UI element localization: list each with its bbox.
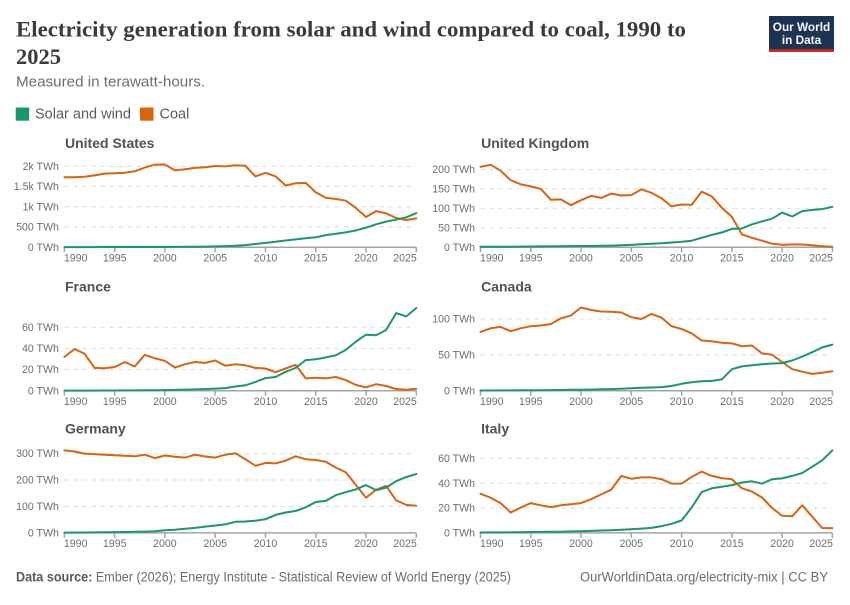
svg-text:150 TWh: 150 TWh [432,184,475,196]
svg-text:1995: 1995 [103,396,127,408]
svg-text:Coal: Coal [160,107,190,123]
svg-text:1995: 1995 [103,253,127,265]
svg-text:2000: 2000 [153,253,177,265]
svg-text:50 TWh: 50 TWh [438,222,475,234]
svg-text:2025: 2025 [809,538,833,550]
svg-text:0 TWh: 0 TWh [28,528,59,540]
svg-text:2005: 2005 [203,538,227,550]
svg-text:2010: 2010 [254,253,278,265]
svg-text:2010: 2010 [254,396,278,408]
svg-text:2020: 2020 [354,538,378,550]
svg-text:2025: 2025 [393,538,417,550]
svg-text:OurWorldinData.org/electricity: OurWorldinData.org/electricity-mix | CC … [580,570,828,585]
svg-text:40 TWh: 40 TWh [438,478,475,490]
svg-text:1995: 1995 [519,253,543,265]
svg-text:2025: 2025 [393,396,417,408]
svg-text:Italy: Italy [481,421,509,437]
svg-text:0 TWh: 0 TWh [444,528,475,540]
svg-text:2000: 2000 [569,396,593,408]
svg-text:2015: 2015 [720,538,744,550]
svg-text:2000: 2000 [569,253,593,265]
svg-text:1990: 1990 [64,253,88,265]
svg-text:2000: 2000 [569,538,593,550]
svg-text:2005: 2005 [620,396,644,408]
svg-text:2025: 2025 [393,253,417,265]
svg-text:0 TWh: 0 TWh [28,385,59,397]
svg-text:2015: 2015 [304,538,328,550]
svg-text:200 TWh: 200 TWh [432,164,475,176]
svg-text:2k TWh: 2k TWh [23,161,59,173]
svg-text:2010: 2010 [670,253,694,265]
svg-text:2015: 2015 [304,253,328,265]
svg-text:2020: 2020 [354,396,378,408]
svg-text:100 TWh: 100 TWh [432,314,475,326]
svg-text:in Data: in Data [782,33,822,47]
svg-text:2000: 2000 [153,538,177,550]
svg-text:2010: 2010 [254,538,278,550]
svg-text:2010: 2010 [670,396,694,408]
svg-text:Solar and wind: Solar and wind [35,107,131,123]
svg-text:40 TWh: 40 TWh [22,343,59,355]
svg-text:2020: 2020 [354,253,378,265]
svg-text:2020: 2020 [770,253,794,265]
svg-text:100 TWh: 100 TWh [432,203,475,215]
svg-text:1995: 1995 [519,396,543,408]
svg-text:0 TWh: 0 TWh [444,385,475,397]
svg-text:France: France [65,278,111,294]
svg-text:2005: 2005 [203,396,227,408]
svg-text:2015: 2015 [304,396,328,408]
svg-text:0 TWh: 0 TWh [28,242,59,254]
svg-text:1k TWh: 1k TWh [23,201,59,213]
svg-text:1990: 1990 [64,396,88,408]
svg-text:2000: 2000 [153,396,177,408]
svg-text:2015: 2015 [720,396,744,408]
svg-text:1990: 1990 [64,538,88,550]
svg-text:2005: 2005 [620,538,644,550]
svg-text:100 TWh: 100 TWh [16,501,59,513]
svg-text:1.5k TWh: 1.5k TWh [14,181,59,193]
svg-text:Data source: Ember (2026); Ene: Data source: Ember (2026); Energy Instit… [16,570,511,585]
svg-text:2005: 2005 [620,253,644,265]
svg-text:2020: 2020 [770,538,794,550]
svg-text:Our World: Our World [773,20,830,34]
svg-text:2010: 2010 [670,538,694,550]
svg-text:2005: 2005 [203,253,227,265]
svg-text:2020: 2020 [770,396,794,408]
svg-text:2015: 2015 [720,253,744,265]
svg-text:2025: 2025 [809,253,833,265]
svg-text:1990: 1990 [480,538,504,550]
svg-text:1995: 1995 [519,538,543,550]
svg-text:300 TWh: 300 TWh [16,448,59,460]
svg-text:Canada: Canada [481,278,532,294]
svg-text:0 TWh: 0 TWh [444,242,475,254]
svg-text:United States: United States [65,135,155,151]
svg-text:1990: 1990 [480,253,504,265]
svg-text:Germany: Germany [65,421,126,437]
svg-text:50 TWh: 50 TWh [438,349,475,361]
svg-text:United Kingdom: United Kingdom [481,135,589,151]
svg-text:20 TWh: 20 TWh [438,503,475,515]
svg-text:60 TWh: 60 TWh [438,453,475,465]
svg-text:20 TWh: 20 TWh [22,364,59,376]
svg-text:2025: 2025 [16,44,61,69]
svg-text:1990: 1990 [480,396,504,408]
svg-text:500 TWh: 500 TWh [16,222,59,234]
svg-text:1995: 1995 [103,538,127,550]
svg-text:Measured in terawatt-hours.: Measured in terawatt-hours. [16,73,205,90]
svg-text:60 TWh: 60 TWh [22,322,59,334]
svg-text:Electricity generation from so: Electricity generation from solar and wi… [16,17,686,42]
svg-text:200 TWh: 200 TWh [16,475,59,487]
svg-text:2025: 2025 [809,396,833,408]
